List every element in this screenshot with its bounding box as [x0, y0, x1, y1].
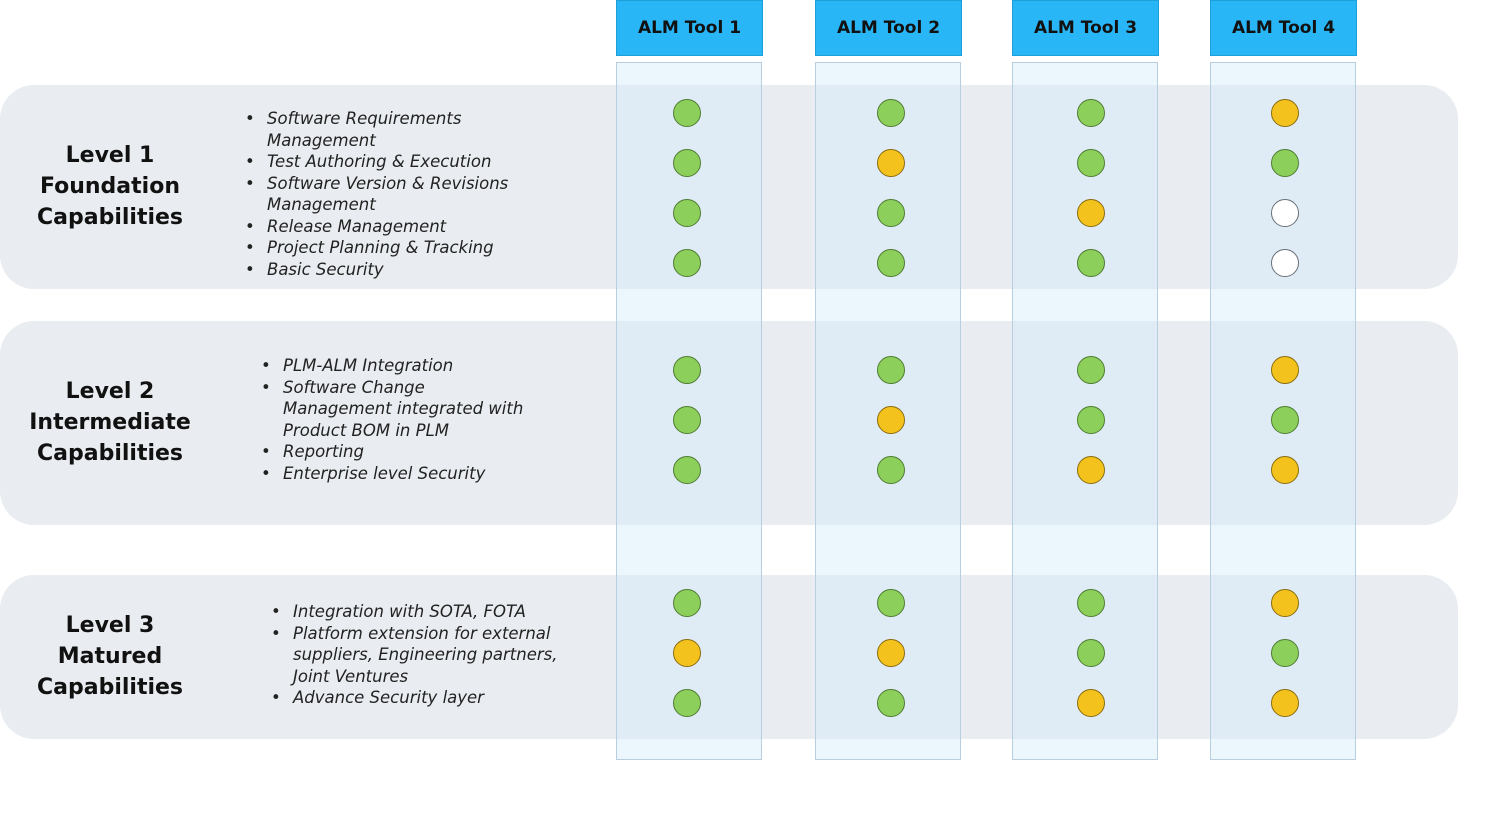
capability-item: Software Change Management integrated wit… — [261, 377, 523, 442]
rating-dot-green — [673, 199, 701, 227]
rating-dot-green — [877, 589, 905, 617]
capability-text: Management — [267, 130, 376, 150]
rating-dot-green — [1077, 589, 1105, 617]
rating-dot-yellow — [1271, 589, 1299, 617]
rating-dot-yellow — [673, 639, 701, 667]
capability-item: Platform extension for external suppliers… — [271, 623, 558, 688]
capability-list-3: Integration with SOTA, FOTA Platform exte… — [271, 601, 558, 709]
capability-text: Product BOM in PLM — [283, 420, 449, 440]
capability-item: Integration with SOTA, FOTA — [271, 601, 558, 623]
level-title-line: Level 1 — [65, 143, 155, 168]
capability-text: Project Planning & Tracking — [267, 238, 494, 257]
rating-dot-green — [877, 356, 905, 384]
capability-text: Enterprise level Security — [283, 463, 486, 483]
rating-dot-green — [673, 456, 701, 484]
level-title-1: Level 1 Foundation Capabilities — [10, 140, 210, 233]
rating-dot-green — [673, 249, 701, 277]
rating-dot-green — [1077, 99, 1105, 127]
capability-text: Test Authoring & Execution — [267, 152, 492, 171]
capability-text: Software Requirements — [267, 109, 462, 128]
tool-header-3: ALM Tool 3 — [1012, 0, 1159, 56]
level-title-line: Foundation — [39, 174, 180, 199]
level-band-2 — [0, 321, 1458, 525]
capability-item: Release Management — [245, 216, 508, 238]
level-band-3 — [0, 575, 1458, 739]
capability-text: Release Management — [267, 216, 447, 236]
capability-item: Advance Security layer — [271, 687, 558, 709]
capability-list-2: PLM-ALM Integration Software Change Manage… — [261, 355, 523, 484]
rating-dot-green — [673, 406, 701, 434]
rating-dot-green — [877, 456, 905, 484]
capability-text: Advance Security layer — [293, 688, 484, 707]
capability-item: Test Authoring & Execution — [245, 151, 508, 173]
capability-text: Software Version & Revisions — [267, 173, 509, 193]
capability-item: Software Requirements Management — [245, 108, 508, 151]
capability-text: Joint Ventures — [293, 666, 409, 686]
rating-dot-yellow — [1271, 689, 1299, 717]
rating-dot-yellow — [1077, 456, 1105, 484]
rating-dot-yellow — [877, 149, 905, 177]
rating-dot-green — [877, 99, 905, 127]
rating-dot-green — [1271, 406, 1299, 434]
level-band-1 — [0, 85, 1458, 289]
tool-header-1: ALM Tool 1 — [616, 0, 763, 56]
rating-dot-green — [877, 249, 905, 277]
rating-dot-yellow — [1077, 689, 1105, 717]
level-title-line: Intermediate — [29, 410, 191, 435]
level-title-2: Level 2 Intermediate Capabilities — [10, 376, 210, 469]
capability-text: Basic Security — [267, 259, 384, 279]
capability-list-1: Software Requirements Management Test Auth… — [245, 108, 508, 280]
capability-item: Enterprise level Security — [261, 463, 523, 485]
rating-dot-yellow — [877, 639, 905, 667]
capability-text: Platform extension for external — [293, 623, 551, 643]
rating-dot-green — [1271, 639, 1299, 667]
level-title-line: Capabilities — [36, 675, 184, 700]
rating-dot-green — [673, 689, 701, 717]
capability-item: Reporting — [261, 441, 523, 463]
rating-dot-yellow — [1271, 356, 1299, 384]
tool-header-2: ALM Tool 2 — [815, 0, 962, 56]
level-title-line: Level 2 — [65, 379, 155, 404]
rating-dot-green — [1077, 406, 1105, 434]
rating-dot-yellow — [1077, 199, 1105, 227]
capability-text: Software Change — [283, 377, 425, 397]
rating-dot-green — [673, 99, 701, 127]
rating-dot-green — [877, 199, 905, 227]
rating-dot-green — [1077, 356, 1105, 384]
rating-dot-green — [1077, 639, 1105, 667]
capability-text: Integration with SOTA, FOTA — [293, 602, 526, 621]
tool-header-4: ALM Tool 4 — [1210, 0, 1357, 56]
capability-text: Management — [267, 195, 376, 214]
level-title-line: Capabilities — [36, 205, 184, 230]
rating-dot-green — [673, 589, 701, 617]
level-title-line: Level 3 — [65, 613, 155, 638]
rating-dot-empty — [1271, 249, 1299, 277]
capability-item: Basic Security — [245, 259, 508, 281]
level-title-line: Matured — [57, 644, 163, 669]
capability-item: PLM-ALM Integration — [261, 355, 523, 377]
rating-dot-empty — [1271, 199, 1299, 227]
rating-dot-green — [1271, 149, 1299, 177]
rating-dot-green — [673, 356, 701, 384]
capability-text: Management integrated with — [283, 399, 524, 418]
rating-dot-green — [877, 689, 905, 717]
level-title-line: Capabilities — [36, 441, 184, 466]
rating-dot-green — [673, 149, 701, 177]
capability-text: PLM-ALM Integration — [283, 356, 454, 375]
rating-dot-yellow — [1271, 456, 1299, 484]
rating-dot-yellow — [1271, 99, 1299, 127]
capability-text: suppliers, Engineering partners, — [293, 645, 558, 664]
capability-item: Software Version & Revisions Management — [245, 173, 508, 216]
capability-text: Reporting — [283, 442, 364, 461]
rating-dot-green — [1077, 249, 1105, 277]
capability-item: Project Planning & Tracking — [245, 237, 508, 259]
level-title-3: Level 3 Matured Capabilities — [10, 610, 210, 703]
rating-dot-green — [1077, 149, 1105, 177]
rating-dot-yellow — [877, 406, 905, 434]
